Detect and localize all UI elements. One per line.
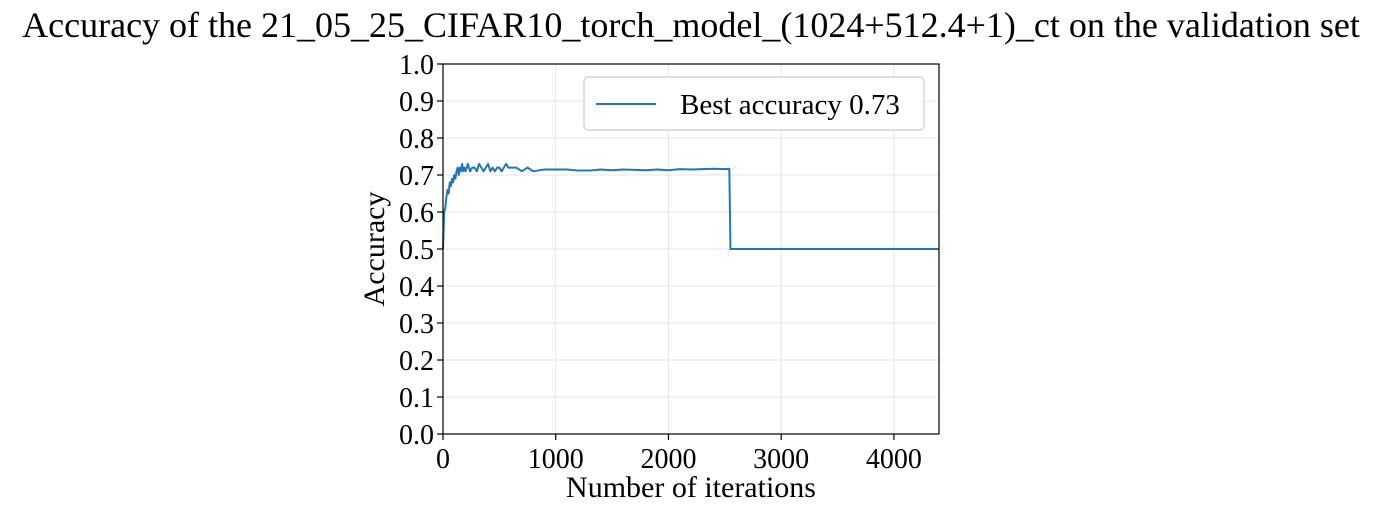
y-tick-label: 0.4 — [399, 272, 434, 303]
y-tick-label: 0.0 — [399, 420, 434, 451]
y-tick-label: 0.1 — [399, 383, 434, 414]
y-axis-title: Accuracy — [358, 192, 391, 307]
x-tick-label: 2000 — [640, 444, 696, 475]
y-tick-label: 0.3 — [399, 309, 434, 340]
series-lines — [442, 162, 939, 250]
y-tick-label: 0.6 — [399, 198, 434, 229]
y-tick-label: 0.8 — [399, 124, 434, 155]
x-axis-title: Number of iterations — [566, 471, 816, 504]
x-tick-label: 3000 — [753, 444, 809, 475]
y-tick-label: 0.2 — [399, 346, 434, 377]
y-tick-label: 1.0 — [399, 50, 434, 81]
x-tick-label: 4000 — [866, 444, 922, 475]
chart-title: Accuracy of the 21_05_25_CIFAR10_torch_m… — [22, 5, 1360, 45]
y-tick-label: 0.5 — [399, 235, 434, 266]
legend-box — [583, 76, 925, 131]
axis-ticks: 0 1000 2000 3000 4000 0.0 0.1 0.2 0.3 0.4 0.5 0.6 0.… — [399, 50, 922, 475]
legend-label: Best accuracy 0.73 — [680, 89, 900, 121]
y-tick-label: 0.7 — [399, 161, 434, 192]
x-tick-label: 1000 — [528, 444, 584, 475]
y-tick-label: 0.9 — [399, 87, 434, 118]
legend: Best accuracy 0.73 — [583, 76, 925, 131]
series-line — [442, 162, 939, 250]
x-tick-label: 0 — [436, 444, 450, 475]
